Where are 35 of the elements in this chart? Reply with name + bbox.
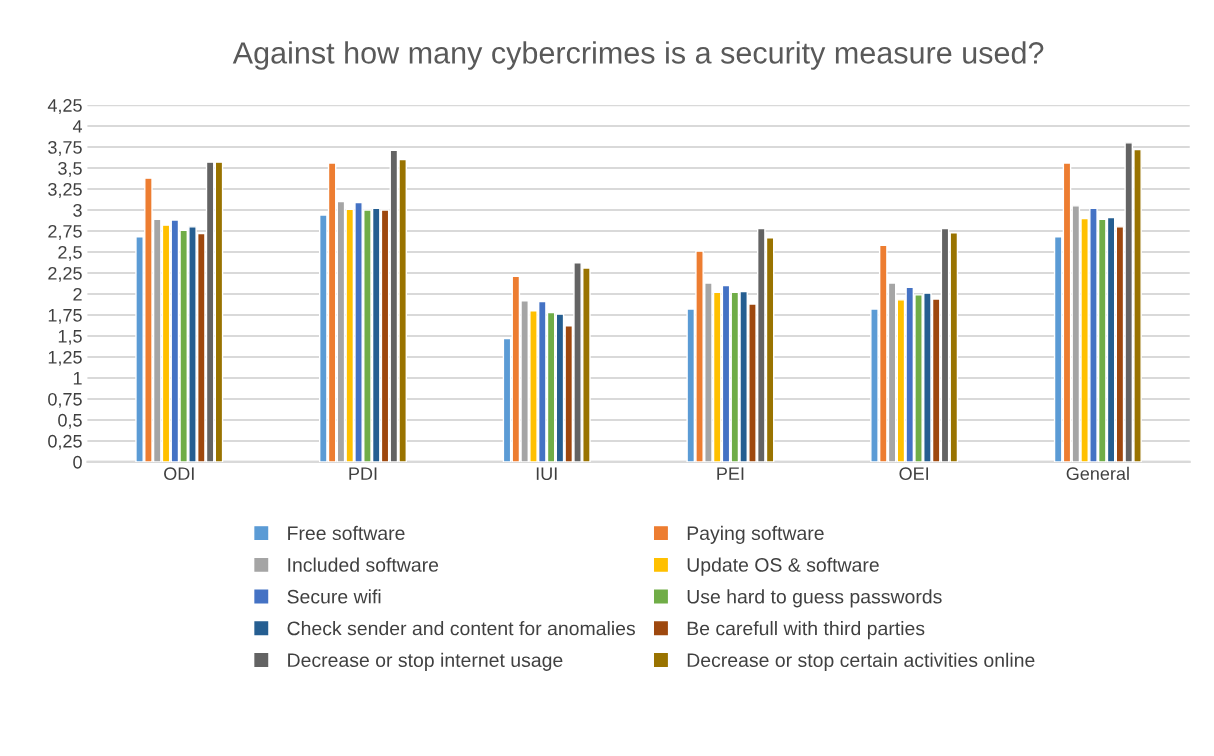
legend-label: Decrease or stop certain activities online	[687, 652, 1035, 671]
y-tick-label: 1	[73, 372, 82, 385]
y-tick-label: 4,25	[47, 99, 82, 114]
legend-label: Included software	[288, 557, 439, 572]
x-tick-label: OEI	[899, 467, 929, 481]
y-tick-label: 1,75	[48, 309, 82, 324]
chart-title: Against how many cybercrimes is a security measure used?	[232, 41, 1044, 70]
y-tick-label: 3	[73, 203, 82, 217]
y-tick-label: 3,5	[58, 161, 82, 177]
legend-label: Paying software	[687, 525, 824, 544]
x-tick-label: PDI	[349, 467, 377, 480]
legend-label: Decrease or stop internet usage	[288, 652, 563, 671]
legend-label: Secure wifi	[287, 589, 381, 604]
y-tick-label: 0,75	[48, 392, 82, 408]
y-tick-label: 2,75	[48, 224, 82, 240]
x-tick-label: IUI	[536, 467, 557, 481]
y-tick-label: 2,25	[48, 266, 82, 282]
y-tick-label: 4	[72, 120, 83, 133]
x-tick-label: General	[1066, 466, 1129, 481]
y-tick-label: 0	[73, 455, 82, 469]
y-tick-label: 2,5	[58, 245, 82, 261]
y-tick-label: 1,5	[58, 330, 82, 345]
y-tick-label: 1,25	[48, 350, 82, 366]
y-tick-label: 2	[73, 287, 82, 301]
y-tick-label: 3,25	[48, 182, 82, 198]
legend-label: Update OS & software	[687, 557, 879, 576]
y-tick-label: 3,75	[48, 141, 82, 156]
legend-label: Use hard to guess passwords	[687, 589, 942, 608]
y-tick-label: 0,25	[48, 434, 82, 450]
legend-label: Free software	[288, 525, 405, 541]
x-tick-label: ODI	[164, 467, 194, 481]
x-tick-label: PEI	[717, 467, 744, 480]
legend-label: Check sender and content for anomalies	[287, 621, 635, 636]
legend-label: Be carefull with third parties	[687, 621, 925, 640]
y-tick-label: 0,5	[58, 413, 82, 429]
